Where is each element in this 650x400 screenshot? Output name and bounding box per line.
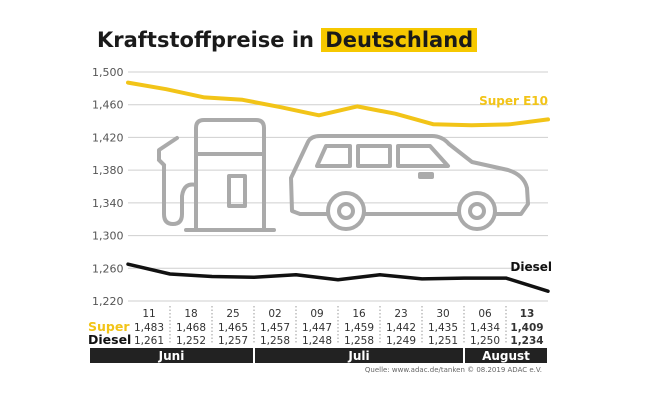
data-label-super: 1,442 (386, 322, 416, 334)
row-label-diesel: Diesel (88, 332, 131, 347)
data-label-super: 1,409 (510, 322, 543, 334)
x-tick-label: 11 (142, 308, 155, 320)
data-label-diesel: 1,257 (218, 335, 248, 347)
title-highlight: Deutschland (321, 28, 478, 52)
data-label-diesel: 1,248 (302, 335, 332, 347)
y-tick-label: 1,460 (92, 99, 124, 112)
series-labels: Super E10 Diesel (479, 94, 552, 274)
data-label-super: 1,457 (260, 322, 290, 334)
y-tick-label: 1,420 (92, 131, 124, 144)
series-label-diesel: Diesel (510, 260, 552, 274)
data-label-super: 1,435 (428, 322, 458, 334)
y-tick-label: 1,380 (92, 164, 124, 177)
y-axis: 1,500 1,460 1,420 1,380 1,340 1,300 1,260 1,220 (92, 66, 124, 308)
data-label-super: 1,459 (344, 322, 374, 334)
month-bar (90, 348, 253, 363)
month-bars: Juni Juli August (90, 348, 547, 363)
x-axis-table: 11 18 25 02 09 16 23 30 06 13 Super 1,483 1,468 1,465… (88, 306, 544, 347)
x-tick-label: 09 (310, 308, 323, 320)
chart-title: Kraftstoffpreise in Deutschland (97, 28, 478, 52)
row-label-super: Super (88, 319, 130, 334)
car-icon (289, 134, 530, 231)
data-label-super: 1,434 (470, 322, 500, 334)
series-lines (126, 80, 550, 293)
x-tick-label: 06 (478, 308, 492, 320)
month-label: August (482, 349, 530, 363)
y-tick-label: 1,340 (92, 197, 124, 210)
y-tick-label: 1,260 (92, 262, 124, 275)
source-note: Quelle: www.adac.de/tanken © 08.2019 ADA… (365, 366, 542, 374)
x-tick-label: 13 (520, 308, 535, 320)
month-label: Juni (158, 349, 185, 363)
title-main: Kraftstoffpreise in (97, 28, 314, 52)
x-tick-label: 02 (268, 308, 281, 320)
month-bar (465, 348, 547, 363)
x-tick-label: 23 (394, 308, 407, 320)
data-label-diesel: 1,258 (260, 335, 290, 347)
data-label-diesel: 1,234 (510, 335, 543, 347)
y-tick-label: 1,220 (92, 295, 124, 308)
series-line-super (126, 80, 550, 128)
x-tick-label: 18 (184, 308, 197, 320)
data-label-super: 1,483 (134, 322, 164, 334)
data-label-super: 1,465 (218, 322, 248, 334)
month-bar (255, 348, 463, 363)
data-label-diesel: 1,250 (470, 335, 500, 347)
data-label-diesel: 1,249 (386, 335, 416, 347)
data-label-diesel: 1,261 (134, 335, 164, 347)
y-tick-label: 1,300 (92, 230, 124, 243)
data-label-super: 1,447 (302, 322, 332, 334)
series-line-diesel (126, 262, 550, 293)
x-tick-label: 16 (352, 308, 366, 320)
x-tick-label: 25 (226, 308, 239, 320)
data-label-super: 1,468 (176, 322, 206, 334)
data-label-diesel: 1,251 (428, 335, 458, 347)
data-label-diesel: 1,252 (176, 335, 206, 347)
fuel-pump-icon (157, 118, 276, 232)
data-label-diesel: 1,258 (344, 335, 374, 347)
month-label: Juli (347, 349, 369, 363)
x-tick-label: 30 (436, 308, 449, 320)
series-label-super: Super E10 (479, 94, 548, 108)
y-tick-label: 1,500 (92, 66, 124, 79)
